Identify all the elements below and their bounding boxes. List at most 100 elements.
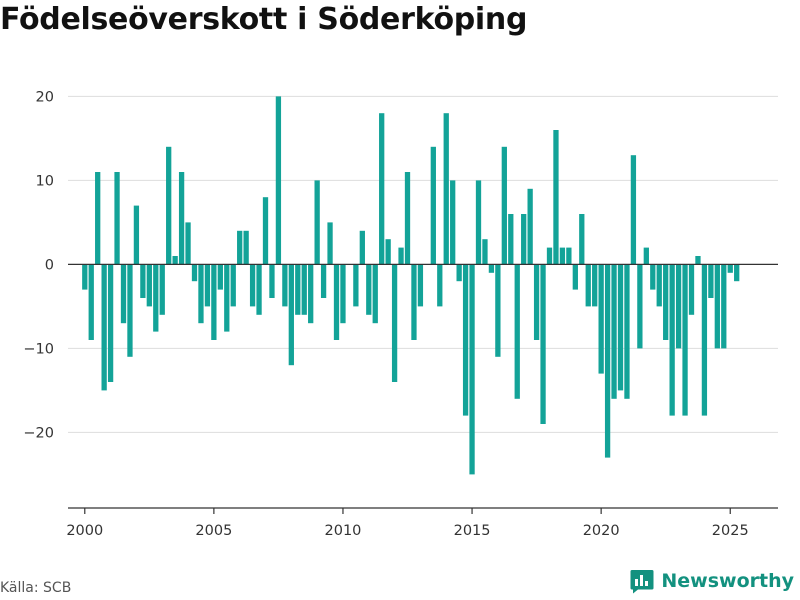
bar bbox=[592, 264, 598, 307]
bar bbox=[572, 264, 578, 290]
bar bbox=[237, 230, 243, 265]
bar bbox=[443, 113, 449, 265]
bar bbox=[734, 264, 740, 282]
bar bbox=[643, 247, 649, 265]
bar bbox=[320, 264, 327, 298]
bar bbox=[604, 264, 611, 458]
bar bbox=[611, 264, 617, 399]
bar bbox=[204, 264, 211, 307]
x-tick-label: 2005 bbox=[195, 523, 232, 539]
bar bbox=[553, 130, 559, 265]
bar bbox=[172, 256, 178, 265]
bar bbox=[559, 247, 566, 265]
bar bbox=[95, 172, 101, 265]
bar bbox=[462, 264, 469, 416]
bar bbox=[527, 188, 533, 265]
bar bbox=[598, 264, 604, 374]
bar bbox=[630, 155, 637, 265]
bar bbox=[153, 264, 159, 332]
bar bbox=[249, 264, 256, 307]
bar bbox=[656, 264, 662, 307]
bar bbox=[637, 264, 643, 349]
bar bbox=[450, 180, 456, 265]
x-axis-ticks: 2000 2005 2010 2015 2020 2025 bbox=[66, 508, 749, 539]
bar bbox=[469, 264, 475, 475]
bar bbox=[688, 264, 695, 315]
bar bbox=[695, 256, 701, 265]
bar bbox=[107, 264, 114, 382]
newsworthy-logo[interactable]: Newsworthy bbox=[629, 568, 794, 594]
bar bbox=[114, 172, 120, 265]
bar bbox=[508, 214, 514, 265]
bar bbox=[521, 214, 527, 265]
bar-chart-logo-icon bbox=[630, 570, 654, 594]
y-axis-ticks: 20 10 0 −10 −20 bbox=[23, 89, 54, 441]
bar bbox=[327, 222, 333, 265]
bar bbox=[146, 264, 152, 307]
bar bbox=[721, 264, 727, 349]
bar bbox=[366, 264, 372, 315]
bar bbox=[275, 96, 282, 265]
x-tick-label: 2000 bbox=[66, 523, 103, 539]
bar bbox=[230, 264, 236, 307]
bar bbox=[256, 264, 262, 315]
x-tick-label: 2010 bbox=[325, 523, 362, 539]
bar bbox=[475, 180, 482, 265]
bar bbox=[340, 264, 346, 324]
bar bbox=[540, 264, 546, 424]
bar bbox=[488, 264, 495, 273]
bar bbox=[391, 264, 398, 382]
bar bbox=[120, 264, 127, 324]
bar bbox=[353, 264, 359, 307]
bar bbox=[301, 264, 307, 315]
bar bbox=[282, 264, 288, 307]
y-tick-label: 0 bbox=[45, 257, 54, 273]
bar bbox=[701, 264, 708, 416]
bar bbox=[217, 264, 223, 290]
bar bbox=[437, 264, 443, 307]
bar bbox=[379, 113, 385, 265]
bar bbox=[663, 264, 669, 340]
bar bbox=[140, 264, 146, 298]
bar bbox=[178, 172, 185, 265]
gridlines bbox=[68, 95, 778, 433]
bar bbox=[617, 264, 624, 391]
bar bbox=[456, 264, 462, 282]
brand-name: Newsworthy bbox=[661, 570, 794, 592]
bar bbox=[404, 172, 411, 265]
bar bbox=[501, 146, 507, 265]
bar bbox=[359, 230, 365, 265]
bar bbox=[514, 264, 520, 399]
bar bbox=[714, 264, 720, 349]
bar bbox=[224, 264, 230, 332]
bar bbox=[82, 264, 88, 290]
source-label: Källa: SCB bbox=[0, 580, 72, 596]
x-tick-label: 2015 bbox=[454, 523, 491, 539]
bar bbox=[88, 264, 94, 340]
bar bbox=[624, 264, 630, 399]
bar bbox=[417, 264, 424, 307]
y-tick-label: −10 bbox=[23, 341, 54, 357]
bar bbox=[308, 264, 314, 324]
bar bbox=[295, 264, 301, 315]
x-tick-label: 2025 bbox=[712, 523, 749, 539]
bar bbox=[159, 264, 165, 315]
bar bbox=[185, 222, 191, 265]
bar bbox=[314, 180, 320, 265]
bar bbox=[566, 247, 572, 265]
bar bbox=[669, 264, 675, 416]
bar bbox=[333, 264, 340, 340]
bar bbox=[127, 264, 133, 357]
chart-title: Födelseöverskott i Söderköping bbox=[0, 2, 528, 37]
bar bbox=[546, 247, 553, 265]
bar bbox=[708, 264, 714, 298]
bar bbox=[288, 264, 294, 366]
bar bbox=[269, 264, 275, 298]
bar bbox=[533, 264, 540, 340]
bar bbox=[650, 264, 656, 290]
bar bbox=[372, 264, 378, 324]
bar bbox=[262, 197, 269, 265]
bar bbox=[675, 264, 682, 349]
bar bbox=[430, 146, 436, 265]
